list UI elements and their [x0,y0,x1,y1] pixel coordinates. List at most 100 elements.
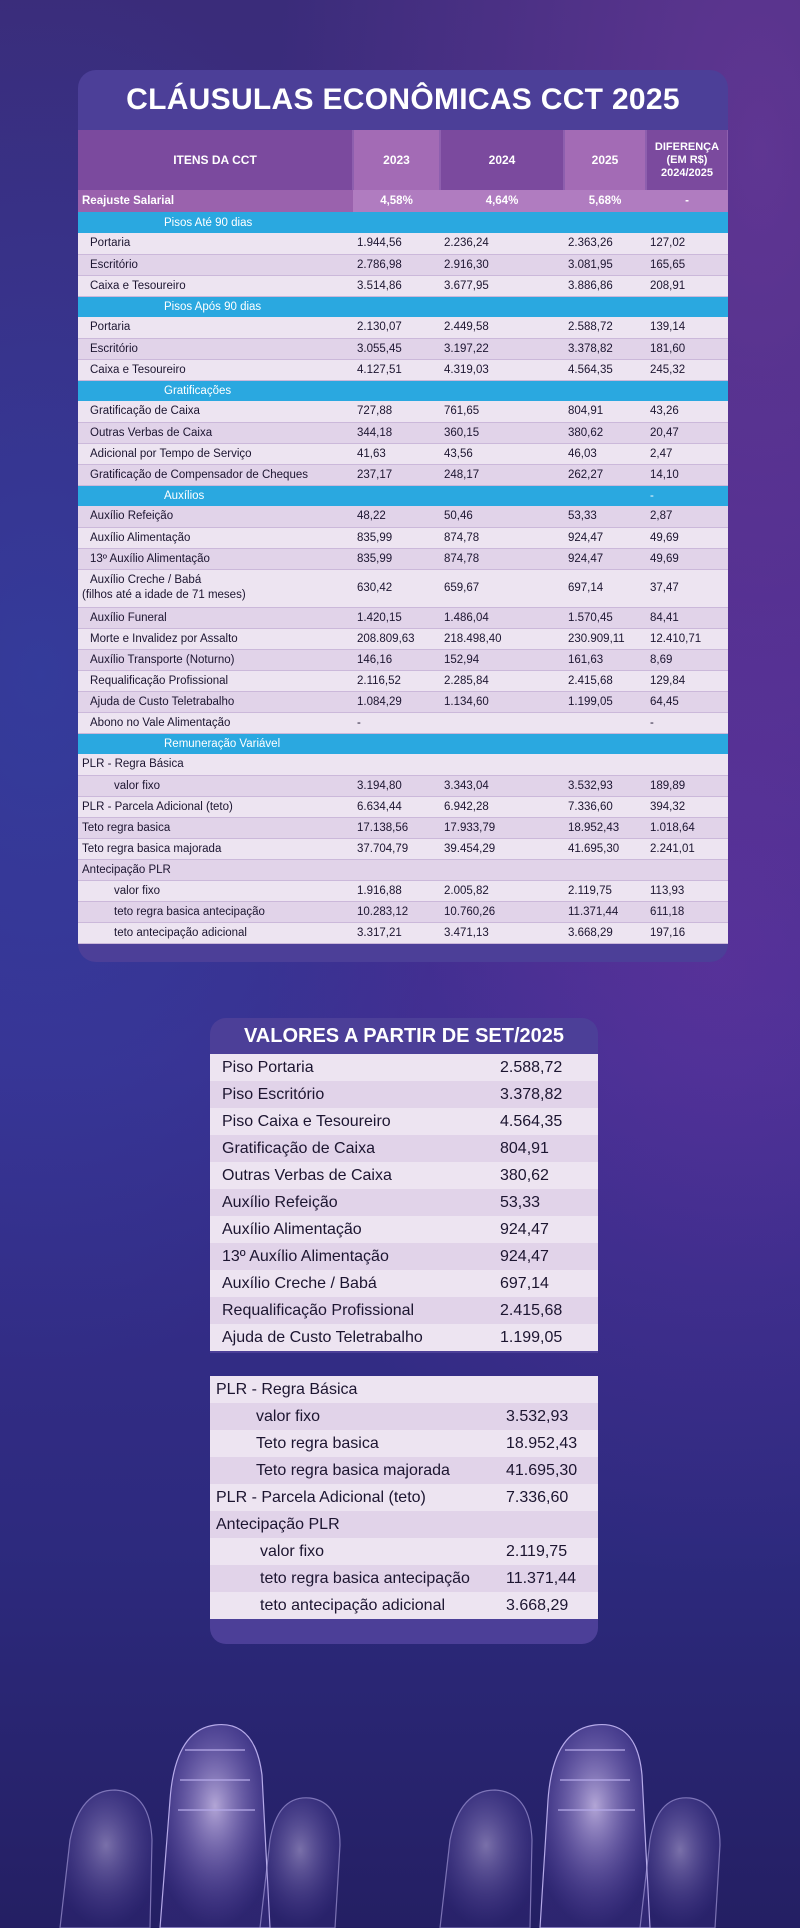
list-item: 13º Auxílio Alimentação 924,47 [210,1243,598,1270]
section-diff [646,212,728,233]
value-2024: 2.916,30 [440,254,564,276]
value-2024: 3.677,95 [440,275,564,297]
list-item-label: Piso Portaria [210,1054,500,1081]
row-label-note: (filhos até a idade de 71 meses) [82,589,246,601]
value-diff: 43,26 [646,401,728,423]
table-row: Gratificação de Compensador de Cheques 23… [78,464,728,486]
row-label: Morte e Invalidez por Assalto [78,628,353,650]
value-2023: 237,17 [353,464,440,486]
value-diff: 2,47 [646,443,728,465]
value-2023: 1.944,56 [353,233,440,255]
value-2025: 924,47 [564,548,646,570]
value-2024: 50,46 [440,506,564,528]
list-item: Piso Portaria 2.588,72 [210,1054,598,1081]
value-2025: 161,63 [564,649,646,671]
row-label: Teto regra basica majorada [78,838,353,860]
value-2023: 3.514,86 [353,275,440,297]
list-item-label: Teto regra basica [210,1430,506,1457]
section-diff [646,380,728,401]
value-2024 [440,859,564,881]
table-row: Auxílio Funeral 1.420,15 1.486,04 1.570,45 8… [78,607,728,629]
value-2023: 727,88 [353,401,440,423]
list-item-value: 11.371,44 [506,1565,598,1592]
table-header-row: ITENS DA CCT 2023 2024 2025 DIFERENÇA (E… [78,130,728,190]
value-diff: 189,89 [646,775,728,797]
value-diff: 165,65 [646,254,728,276]
value-2024: 4.319,03 [440,359,564,381]
list-item-value [506,1511,598,1538]
list-item: Auxílio Creche / Babá 697,14 [210,1270,598,1297]
list-item-value: 41.695,30 [506,1457,598,1484]
table-row: Auxílio Alimentação 835,99 874,78 924,47 49,… [78,527,728,549]
reajuste-2024: 4,64% [440,190,564,212]
value-2023: 17.138,56 [353,817,440,839]
row-label: Auxílio Refeição [78,506,353,528]
table-row: Escritório 2.786,98 2.916,30 3.081,95 165,65 [78,254,728,276]
value-2024: 43,56 [440,443,564,465]
value-2025 [564,712,646,734]
list-item-value: 804,91 [500,1135,598,1162]
list-item-label: Teto regra basica majorada [210,1457,506,1484]
row-label: teto regra basica antecipação [78,901,353,923]
list-item-value: 3.532,93 [506,1403,598,1430]
section-diff [646,733,728,754]
value-2024: 761,65 [440,401,564,423]
value-2023: 208.809,63 [353,628,440,650]
row-label: Auxílio Funeral [78,607,353,629]
value-diff [646,859,728,881]
value-2024: 17.933,79 [440,817,564,839]
value-2025: 3.668,29 [564,922,646,944]
list-item-value: 1.199,05 [500,1324,598,1351]
header-2025: 2025 [564,130,647,190]
value-2025: 53,33 [564,506,646,528]
value-2025: 262,27 [564,464,646,486]
value-2024: 874,78 [440,527,564,549]
row-label: Requalificação Profissional [78,670,353,692]
value-2023: 10.283,12 [353,901,440,923]
header-diferenca: DIFERENÇA (EM R$) 2024/2025 [646,130,728,190]
value-2023: 344,18 [353,422,440,444]
row-label: Auxílio Transporte (Noturno) [78,649,353,671]
value-diff: 245,32 [646,359,728,381]
value-2023: 3.317,21 [353,922,440,944]
value-diff: 208,91 [646,275,728,297]
table-row: Morte e Invalidez por Assalto 208.809,63 2… [78,628,728,650]
list-item-value: 2.415,68 [500,1297,598,1324]
row-label: 13º Auxílio Alimentação [78,548,353,570]
value-2023: 37.704,79 [353,838,440,860]
list-item: PLR - Parcela Adicional (teto) 7.336,60 [210,1484,598,1511]
plr-card: PLR - Regra Básica valor fixo 3.532,93 Teto… [210,1376,598,1644]
value-2023: 1.084,29 [353,691,440,713]
value-diff: 49,69 [646,527,728,549]
row-label: Escritório [78,254,353,276]
value-2025: 2.119,75 [564,880,646,902]
value-2023: 2.786,98 [353,254,440,276]
value-diff: 113,93 [646,880,728,902]
value-2024: 874,78 [440,548,564,570]
list-item-label: PLR - Regra Básica [210,1376,506,1403]
row-label: Portaria [78,233,353,255]
value-2024: 2.005,82 [440,880,564,902]
row-label: Abono no Vale Alimentação [78,712,353,734]
fist-left-group [59,1724,341,1928]
value-diff: - [646,712,728,734]
header-2023: 2023 [353,130,441,190]
list-item-label: teto antecipação adicional [210,1592,506,1619]
value-2025: 804,91 [564,401,646,423]
reajuste-diff: - [646,190,728,212]
row-label: Adicional por Tempo de Serviço [78,443,353,465]
list-item-value: 18.952,43 [506,1430,598,1457]
section-header-row: Auxílios - [78,485,728,506]
table-row: Portaria 2.130,07 2.449,58 2.588,72 139,14 [78,317,728,339]
table-row: Gratificação de Caixa 727,88 761,65 804,91 4… [78,401,728,423]
list-item-value: 7.336,60 [506,1484,598,1511]
value-diff: 129,84 [646,670,728,692]
value-2025: 3.886,86 [564,275,646,297]
row-label: Outras Verbas de Caixa [78,422,353,444]
list-item: Auxílio Refeição 53,33 [210,1189,598,1216]
section-title: Gratificações [78,380,646,401]
list-item-value: 4.564,35 [500,1108,598,1135]
table-row: Outras Verbas de Caixa 344,18 360,15 380,62… [78,422,728,444]
value-2024: 3.197,22 [440,338,564,360]
list-item: Piso Caixa e Tesoureiro 4.564,35 [210,1108,598,1135]
